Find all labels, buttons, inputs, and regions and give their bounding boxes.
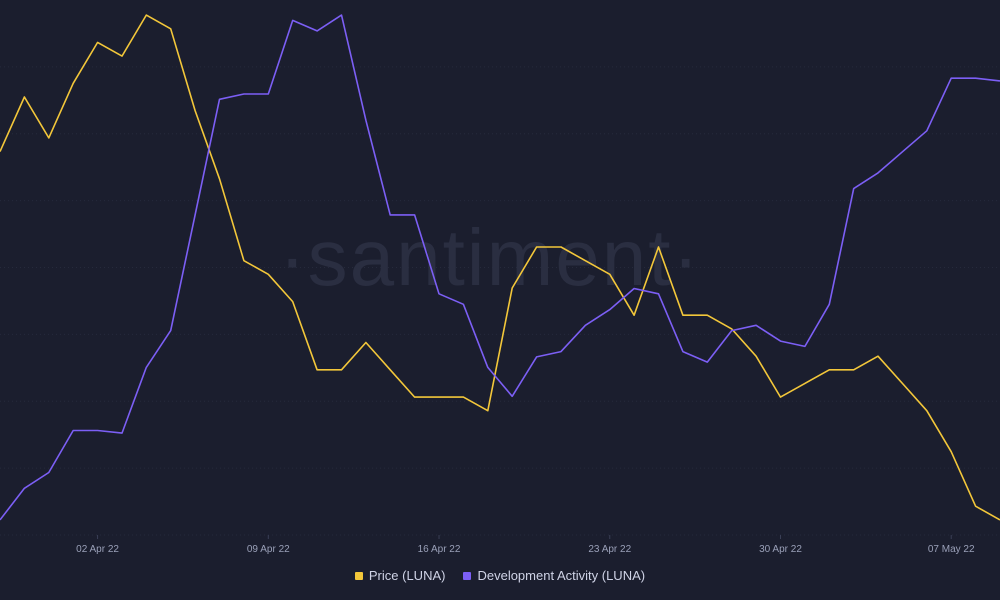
price-swatch-icon bbox=[354, 571, 363, 580]
price-series-line bbox=[0, 14, 1000, 521]
x-tick-label: 07 May 22 bbox=[928, 544, 975, 555]
grid bbox=[0, 66, 1000, 536]
legend-item-price[interactable]: Price (LUNA) bbox=[354, 568, 446, 583]
watermark-text: ·santiment· bbox=[279, 213, 701, 302]
legend-item-dev-activity[interactable]: Development Activity (LUNA) bbox=[463, 568, 645, 583]
legend-label-price: Price (LUNA) bbox=[368, 568, 446, 583]
legend-label-dev-activity: Development Activity (LUNA) bbox=[477, 568, 646, 583]
legend: Price (LUNA) Development Activity (LUNA) bbox=[0, 568, 1000, 583]
dev-activity-swatch-icon bbox=[463, 571, 472, 580]
x-tick-label: 02 Apr 22 bbox=[76, 544, 119, 555]
x-tick-label: 30 Apr 22 bbox=[759, 544, 802, 555]
x-tick-label: 09 Apr 22 bbox=[247, 544, 290, 555]
dev-activity-series-line bbox=[0, 14, 1000, 521]
x-axis: 02 Apr 22 09 Apr 22 16 Apr 22 23 Apr 22 30 A… bbox=[76, 535, 975, 555]
x-tick-label: 16 Apr 22 bbox=[418, 544, 461, 555]
x-tick-label: 23 Apr 22 bbox=[588, 544, 631, 555]
series-layer bbox=[0, 14, 1000, 521]
